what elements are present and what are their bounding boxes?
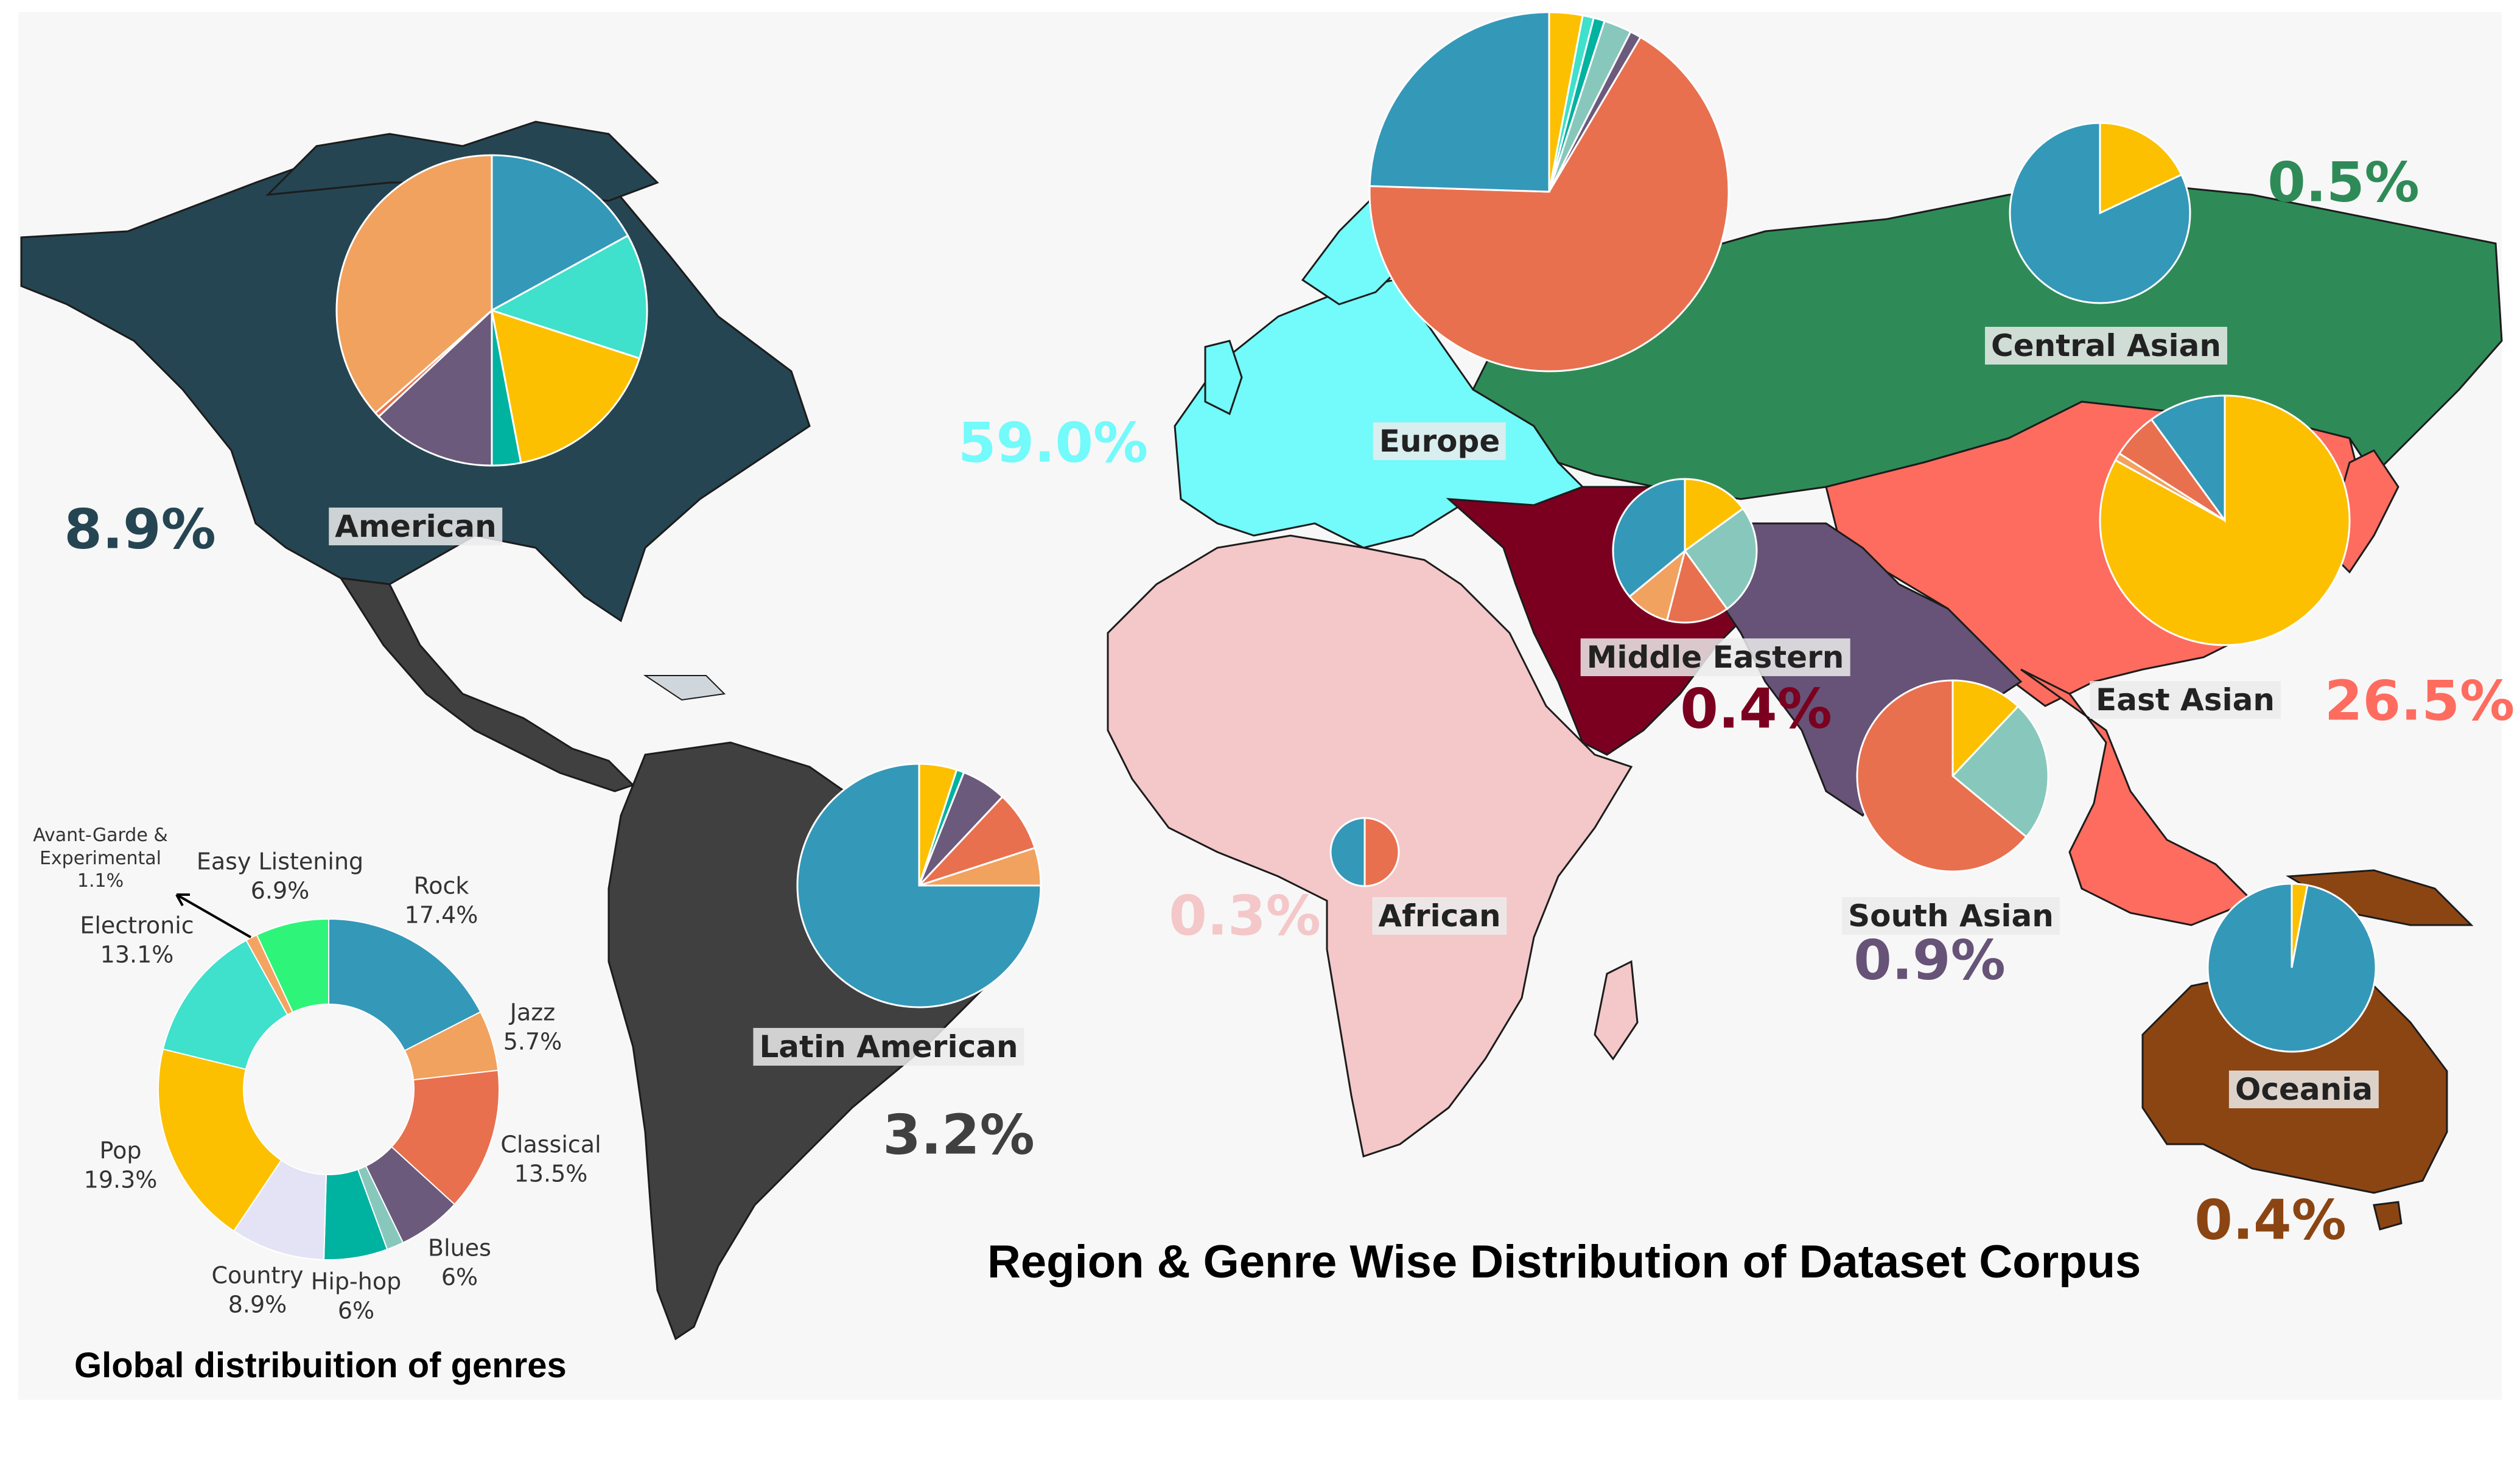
- region-percent-latin: 3.2%: [883, 1103, 1035, 1167]
- pie-east_asian: [2099, 394, 2351, 646]
- region-percent-middle_eastern: 0.4%: [1680, 677, 1832, 741]
- pie-latin: [796, 763, 1042, 1008]
- pie-american: [335, 154, 648, 467]
- pie-slice-middle_eastern-rock: [1612, 478, 1686, 598]
- pie-slice-middle_eastern-country: [1683, 507, 1758, 610]
- pie-african: [1329, 817, 1400, 887]
- pie-europe: [1368, 11, 1730, 372]
- pie-slice-central_asian-rock: [2009, 122, 2191, 304]
- pie-slice-south_asian-pop: [1951, 679, 2020, 778]
- pie-middle_eastern: [1612, 478, 1758, 624]
- donut-label-electronic: Electronic 13.1%: [80, 912, 194, 968]
- region-percent-american: 8.9%: [64, 497, 216, 562]
- donut-label-pop: Pop 19.3%: [83, 1137, 158, 1193]
- region-percent-europe: 59.0%: [957, 411, 1149, 475]
- pie-slice-oceania-rock: [2207, 882, 2377, 1053]
- pie-slice-central_asian-pop: [2099, 122, 2183, 215]
- donut-label-rock: Rock 17.4%: [404, 872, 478, 929]
- region-percent-central_asian: 0.5%: [2267, 150, 2420, 215]
- pie-slice-american-rock: [491, 154, 629, 312]
- donut-label-classical: Classical 13.5%: [500, 1131, 601, 1187]
- pie-slice-american-jazz: [335, 154, 493, 414]
- region-shape-tasmania: [2373, 1201, 2403, 1231]
- region-shape-southeast-asia: [2020, 668, 2254, 926]
- pie-slice-south_asian-country: [1951, 705, 2049, 839]
- donut-slice-rock: [328, 918, 481, 1052]
- pie-slice-american-electronic: [489, 234, 648, 360]
- donut-label-avant-garde-experimental: Avant-Garde & Experimental 1.1%: [33, 824, 168, 892]
- region-shape-uk: [1204, 340, 1243, 416]
- global-chart-title: Global distribuition of genres: [74, 1346, 567, 1385]
- region-label-oceania: Oceania: [2228, 1071, 2379, 1108]
- donut-slice-electronic: [162, 939, 289, 1071]
- region-label-middle_eastern: Middle Eastern: [1580, 638, 1850, 676]
- region-label-east_asian: East Asian: [2090, 681, 2281, 719]
- donut-label-hip-hop: Hip-hop 6%: [310, 1268, 402, 1324]
- region-label-south_asian: South Asian: [1842, 897, 2060, 935]
- region-percent-oceania: 0.4%: [2194, 1188, 2347, 1253]
- pie-slice-middle_eastern-classical: [1665, 548, 1729, 624]
- donut-label-blues: Blues 6%: [428, 1234, 491, 1291]
- donut-label-jazz: Jazz 5.7%: [503, 999, 562, 1055]
- region-label-african: African: [1372, 897, 1507, 935]
- pie-slice-europe-rock: [1368, 11, 1550, 193]
- region-shape-caribbean: [643, 675, 726, 701]
- region-label-american: American: [329, 508, 503, 545]
- donut-slice-pop: [158, 1048, 282, 1232]
- pie-slice-american-blues: [377, 308, 493, 467]
- region-shape-madagascar: [1594, 960, 1639, 1061]
- region-percent-african: 0.3%: [1169, 884, 1321, 948]
- avant-garde-leader-arrow: [175, 893, 251, 938]
- pie-slice-american-pop: [491, 309, 641, 464]
- region-percent-east_asian: 26.5%: [2324, 669, 2515, 733]
- pie-central_asian: [2009, 122, 2191, 304]
- pie-slice-east_asian-rock: [2150, 394, 2226, 523]
- region-percent-south_asian: 0.9%: [1853, 928, 2006, 993]
- region-label-central_asian: Central Asian: [1985, 327, 2227, 365]
- pie-slice-african-rock: [1329, 817, 1366, 887]
- page-title: Region & Genre Wise Distribution of Data…: [987, 1236, 2141, 1288]
- pie-slice-latin-rock: [796, 763, 1042, 1008]
- pie-oceania: [2207, 882, 2377, 1053]
- region-label-latin: Latin American: [753, 1028, 1024, 1066]
- pie-slice-south_asian-classical: [1856, 679, 2028, 873]
- donut-label-easy-listening: Easy Listening 6.9%: [196, 848, 364, 904]
- pie-slice-latin-classical: [918, 795, 1037, 887]
- pie-slice-middle_eastern-pop: [1684, 478, 1745, 553]
- donut-slice-easy-listening: [256, 918, 329, 1013]
- pie-slice-europe-classical: [1368, 36, 1730, 372]
- region-label-europe: Europe: [1373, 422, 1507, 460]
- pie-slice-african-classical: [1363, 817, 1400, 887]
- donut-label-easy-listening2: Country 8.9%: [211, 1262, 304, 1318]
- pie-south_asian: [1856, 679, 2049, 873]
